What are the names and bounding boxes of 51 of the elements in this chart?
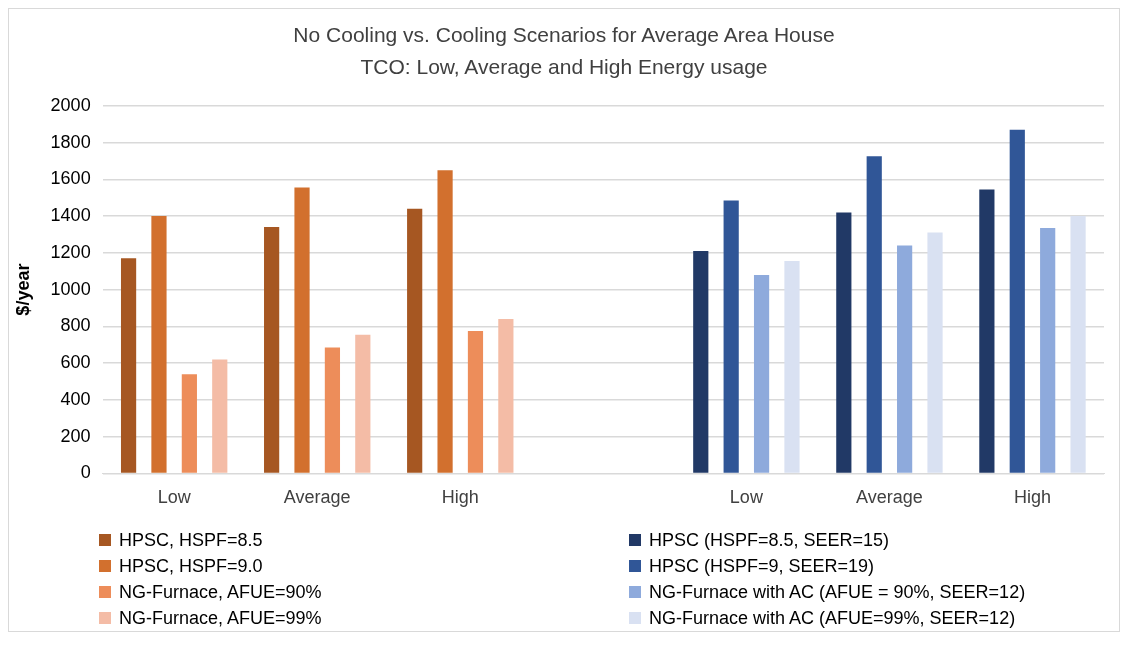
y-tick-label: 1400 — [50, 205, 91, 226]
bar — [324, 347, 341, 473]
y-tick-label: 1000 — [50, 278, 91, 299]
legend-label: NG-Furnace with AC (AFUE=99%, SEER=12) — [649, 607, 1016, 629]
y-tick-label: 1200 — [50, 241, 91, 262]
bar — [927, 232, 943, 473]
legend-label: HPSC, HSPF=9.0 — [119, 555, 263, 577]
y-tick-label: 2000 — [50, 94, 91, 115]
x-tick-label: High — [441, 487, 479, 508]
bar — [723, 200, 739, 473]
bar — [407, 208, 423, 473]
bar — [151, 216, 167, 473]
x-tick-label: Low — [157, 487, 192, 508]
legend-label: HPSC (HSPF=8.5, SEER=15) — [649, 529, 890, 551]
bar — [979, 189, 995, 473]
bar — [264, 227, 280, 473]
x-tick-label: High — [1013, 487, 1051, 508]
x-tick-label: Low — [729, 487, 764, 508]
legend-label: NG-Furnace, AFUE=99% — [119, 607, 322, 629]
x-tick-label: Average — [283, 487, 351, 508]
y-tick-label: 800 — [60, 315, 91, 336]
y-tick-label: 600 — [60, 352, 91, 373]
bar — [355, 334, 371, 473]
bar — [836, 212, 852, 473]
legend-label: HPSC (HSPF=9, SEER=19) — [649, 555, 875, 577]
bar — [437, 170, 453, 473]
legend-label: NG-Furnace with AC (AFUE = 90%, SEER=12) — [649, 581, 1026, 603]
legend-label: HPSC, HSPF=8.5 — [119, 529, 263, 551]
bar — [120, 258, 137, 473]
bar — [294, 187, 310, 473]
bar — [212, 359, 228, 473]
bar — [1009, 129, 1025, 473]
bar — [866, 156, 882, 473]
bar — [693, 251, 709, 473]
bar — [498, 319, 514, 473]
bar — [784, 261, 800, 473]
y-tick-label: 200 — [60, 425, 91, 446]
bar — [1040, 228, 1056, 473]
legend-label: NG-Furnace, AFUE=90% — [119, 581, 322, 603]
y-tick-label: 400 — [60, 388, 91, 409]
y-tick-label: 0 — [80, 462, 91, 483]
y-tick-label: 1600 — [50, 168, 91, 189]
x-tick-label: Average — [856, 487, 923, 508]
bar — [467, 330, 484, 473]
bar — [753, 274, 770, 473]
y-tick-label: 1800 — [50, 131, 91, 152]
y-axis-title: $/year — [12, 263, 33, 316]
chart-title: No Cooling vs. Cooling Scenarios for Average Area House TCO: Low, Average and High Energy usage — [292, 22, 836, 80]
bar — [897, 245, 913, 473]
bar — [181, 374, 197, 473]
bar — [1070, 216, 1086, 473]
